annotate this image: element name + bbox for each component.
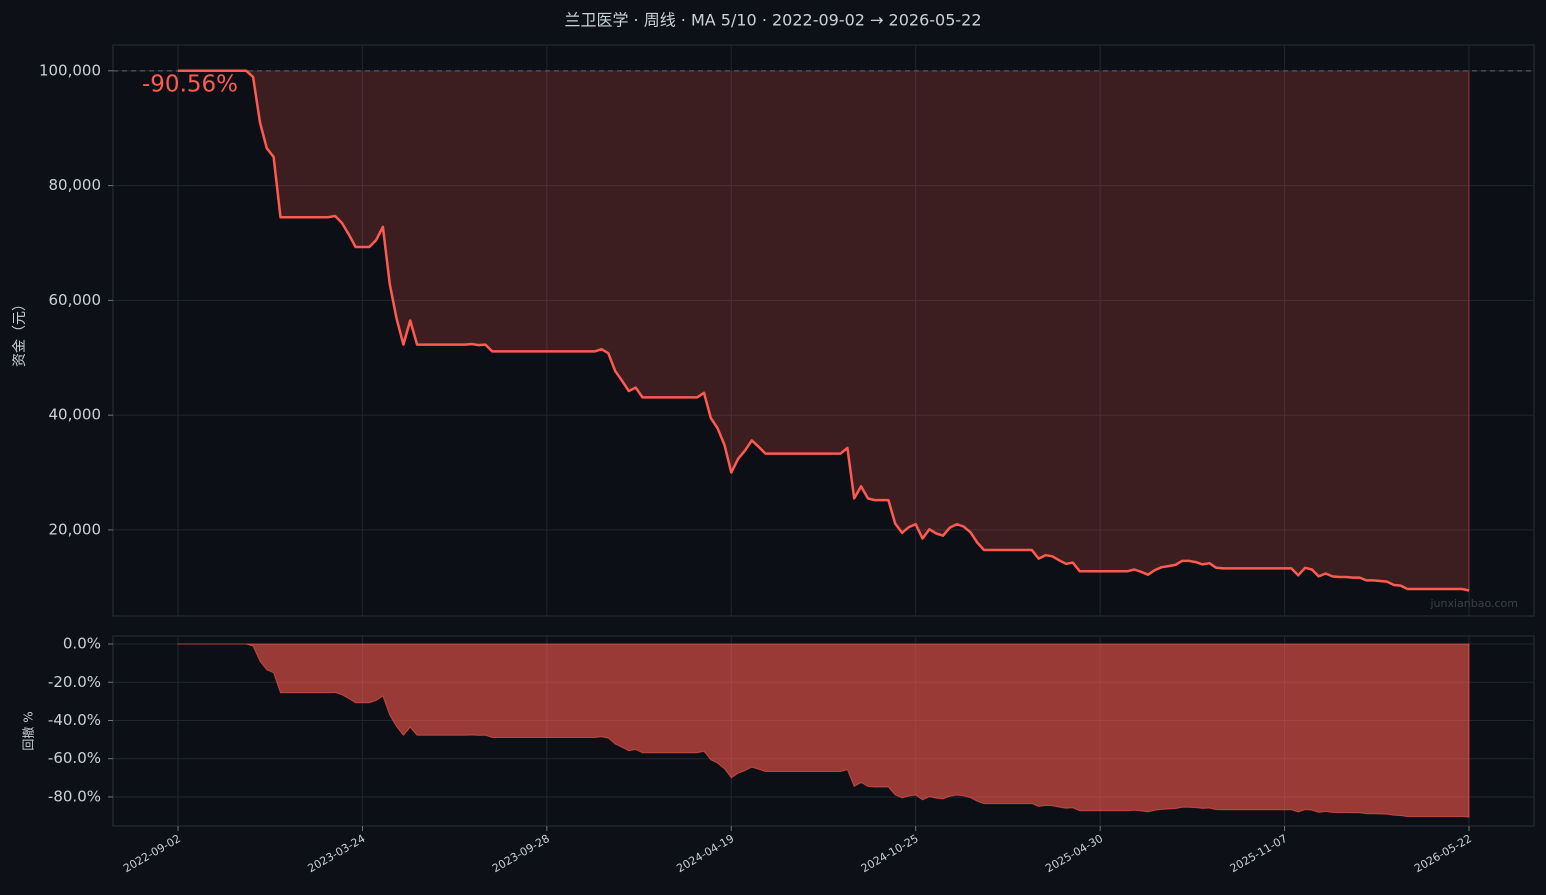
y-tick-label: 0.0% <box>63 635 101 653</box>
y-tick-label: -20.0% <box>48 673 101 691</box>
chart-title: 兰卫医学 · 周线 · MA 5/10 · 2022-09-02 → 2026-… <box>564 11 981 30</box>
y-tick-label: 60,000 <box>49 291 102 309</box>
y-tick-label: 20,000 <box>49 520 102 538</box>
equity-panel <box>112 44 1535 617</box>
y-tick-label: -40.0% <box>48 711 101 729</box>
drawdown-area <box>177 643 1470 818</box>
equity-fill <box>178 70 1469 591</box>
y-tick-label: -60.0% <box>48 749 101 767</box>
y-axis-label: 资金（元） <box>12 297 28 367</box>
y-tick-label: 40,000 <box>49 406 102 424</box>
return-annotation: -90.56% <box>142 72 238 98</box>
y-tick-label: 80,000 <box>49 176 102 194</box>
y-tick-label: 100,000 <box>39 61 101 79</box>
y-axis-label: 回撤 % <box>21 711 36 750</box>
y-tick-label: -80.0% <box>48 787 101 805</box>
equity-line <box>178 69 1470 592</box>
watermark: junxianbao.com <box>1429 597 1518 610</box>
